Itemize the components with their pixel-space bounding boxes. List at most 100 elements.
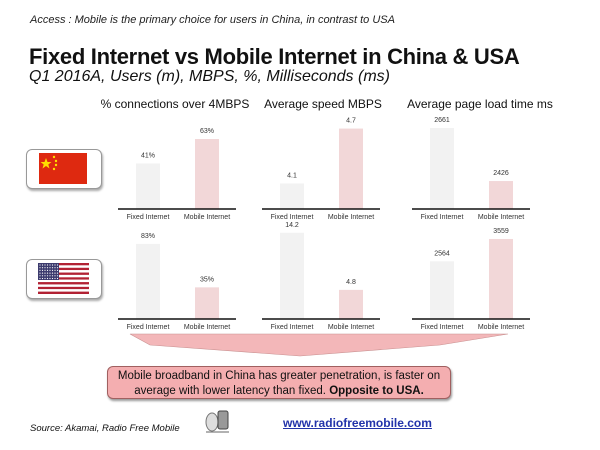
- flag-star: [51, 272, 54, 274]
- bar-fixed: [136, 243, 160, 319]
- category-label: Mobile Internet: [184, 324, 230, 331]
- category-label: Mobile Internet: [478, 214, 524, 221]
- flag-star: [51, 277, 54, 280]
- bar-chart-china-0: 41% Fixed Internet 63% Mobile Internet: [118, 128, 236, 221]
- data-label: 83%: [141, 233, 155, 240]
- flag-star: [49, 277, 51, 280]
- category-label: Fixed Internet: [127, 214, 170, 221]
- callout-bold: Opposite to USA.: [329, 385, 424, 397]
- bar-chart-usa-0: 83% Fixed Internet 35% Mobile Internet: [118, 233, 236, 331]
- flag-stripe: [38, 267, 89, 271]
- flag-star: [54, 277, 56, 280]
- data-label: 2564: [434, 250, 450, 257]
- flag-star: [41, 277, 44, 280]
- flag-star: [44, 272, 46, 274]
- category-label: Mobile Internet: [328, 324, 374, 331]
- panel-title-connections: % connections over 4MBPS: [100, 97, 250, 111]
- flag-star: [46, 264, 49, 266]
- radio-free-mobile-logo-icon: [205, 410, 229, 433]
- bar-mobile: [339, 289, 363, 319]
- bar-mobile: [195, 139, 219, 209]
- flag-star: [39, 275, 41, 277]
- category-label: Mobile Internet: [328, 214, 374, 221]
- flag-star: [44, 267, 46, 269]
- flag-star: [41, 272, 44, 274]
- data-label: 4.8: [346, 279, 356, 286]
- category-label: Fixed Internet: [271, 214, 314, 221]
- bar-mobile: [339, 128, 363, 209]
- flag-stripe: [38, 286, 89, 290]
- flag-star: [49, 264, 51, 266]
- flag-star: [46, 269, 49, 271]
- usa-flag: [26, 259, 102, 299]
- flag-star: [41, 269, 44, 271]
- flag-canton: [38, 263, 59, 280]
- data-label: 63%: [200, 128, 214, 135]
- flag-star: [56, 277, 59, 280]
- conclusion-callout: Mobile broadband in China has greater pe…: [107, 366, 451, 399]
- flag-star: [56, 272, 59, 274]
- flag-stripe: [38, 291, 89, 294]
- slide-kicker: Access : Mobile is the primary choice fo…: [30, 14, 395, 26]
- slide-subtitle: Q1 2016A, Users (m), MBPS, %, Millisecon…: [29, 68, 390, 85]
- flag-star: [49, 275, 51, 277]
- flag-star: [46, 275, 49, 277]
- data-label: 2426: [493, 170, 509, 177]
- bar-chart-china-2: 2661 Fixed Internet 2426 Mobile Internet: [412, 117, 530, 221]
- data-label: 35%: [200, 276, 214, 283]
- flag-star: [41, 275, 44, 277]
- flag-star: [54, 267, 56, 269]
- flag-star: [44, 264, 46, 266]
- flag-star: [56, 275, 59, 277]
- flag-star: [51, 267, 54, 269]
- category-label: Fixed Internet: [421, 214, 464, 221]
- flag-star: [39, 267, 41, 269]
- data-label: 3559: [493, 228, 509, 235]
- bar-fixed: [280, 232, 304, 319]
- flag-star: [54, 272, 56, 274]
- flag-star: [39, 277, 41, 280]
- data-label: 4.7: [346, 118, 356, 125]
- bar-mobile: [489, 181, 513, 209]
- flag-star: [41, 267, 44, 269]
- flag-star: [44, 269, 46, 271]
- flag-star: [56, 267, 59, 269]
- flag-star: [39, 264, 41, 266]
- flag-star: [51, 269, 54, 271]
- category-label: Mobile Internet: [478, 324, 524, 331]
- category-label: Mobile Internet: [184, 214, 230, 221]
- category-label: Fixed Internet: [271, 324, 314, 331]
- bar-fixed: [430, 261, 454, 319]
- flag-star: [49, 269, 51, 271]
- slide-title: Fixed Internet vs Mobile Internet in Chi…: [29, 44, 520, 69]
- bar-mobile: [489, 238, 513, 319]
- flag-star: [44, 277, 46, 280]
- bar-chart-usa-2: 2564 Fixed Internet 3559 Mobile Internet: [412, 228, 530, 331]
- category-label: Fixed Internet: [127, 324, 170, 331]
- data-label: 4.1: [287, 172, 297, 179]
- flag-stripe: [38, 265, 89, 268]
- flag-star: [46, 267, 49, 269]
- flag-star: [46, 277, 49, 280]
- flag-stripe: [38, 270, 89, 273]
- flag-star: [54, 275, 56, 277]
- flag-stripe: [38, 279, 89, 283]
- flag-star: [39, 272, 41, 274]
- website-link[interactable]: www.radiofreemobile.com: [283, 416, 432, 430]
- flag-star: [39, 269, 41, 271]
- flag-stripe: [38, 263, 89, 266]
- bar-fixed: [430, 128, 454, 209]
- bar-fixed: [280, 183, 304, 209]
- flag-stripe: [38, 274, 89, 278]
- china-flag-icon: [39, 153, 87, 184]
- data-label: 41%: [141, 152, 155, 159]
- flag-stripe: [38, 289, 89, 292]
- bar-mobile: [195, 287, 219, 319]
- data-label: 2661: [434, 117, 450, 124]
- flag-star: [56, 269, 59, 271]
- flag-star: [56, 264, 59, 266]
- china-flag: [26, 149, 102, 189]
- flag-star: [54, 269, 56, 271]
- bar-chart-usa-1: 14.2 Fixed Internet 4.8 Mobile Internet: [262, 222, 380, 331]
